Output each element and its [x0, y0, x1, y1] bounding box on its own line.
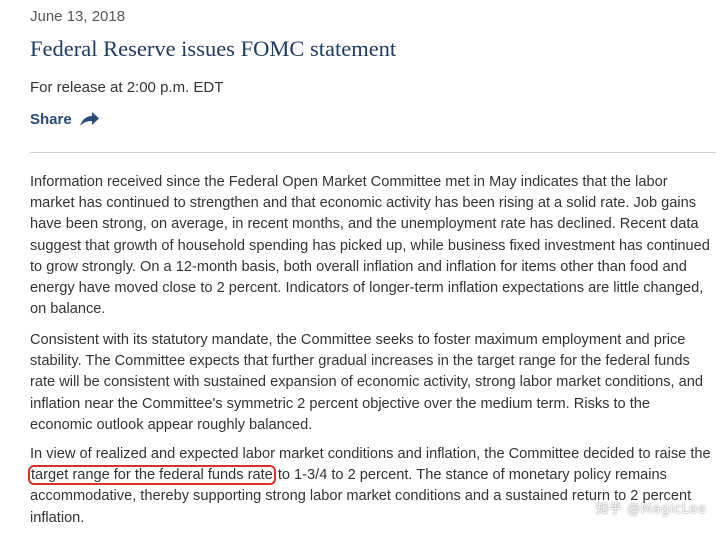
paragraph-3-text-before: In view of realized and expected labor m…: [30, 446, 711, 462]
paragraph-2: Consistent with its statutory mandate, t…: [30, 332, 704, 433]
share-button[interactable]: Share: [30, 110, 100, 128]
watermark: 知乎 @MagicLee: [595, 502, 706, 517]
highlighted-phrase: target range for the federal funds rate: [28, 465, 276, 486]
divider: [30, 152, 716, 153]
share-label: Share: [30, 110, 72, 128]
page-title: Federal Reserve issues FOMC statement: [30, 36, 397, 61]
release-time: For release at 2:00 p.m. EDT: [30, 79, 224, 96]
paragraph-3-text-after: to 1-3/4 to 2 percent. The stance of mon…: [30, 467, 692, 526]
paragraph-3: In view of realized and expected labor m…: [28, 444, 712, 529]
share-arrow-icon: [78, 110, 100, 128]
paragraph-1: Information received since the Federal O…: [30, 174, 710, 318]
release-date: June 13, 2018: [30, 8, 126, 25]
